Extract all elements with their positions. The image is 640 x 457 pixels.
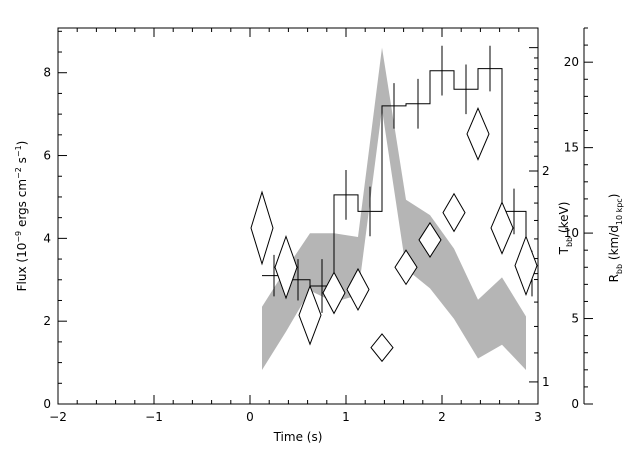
radius-diamond	[466, 107, 490, 161]
radius-diamond	[490, 201, 514, 255]
x-tick-label: 2	[438, 410, 446, 424]
x-tick-label: 0	[246, 410, 254, 424]
radius-diamond	[442, 192, 466, 233]
radius-tick-label: 20	[564, 55, 579, 69]
kt-tick-label: 1	[542, 375, 550, 389]
flux-tick-label: 8	[43, 66, 51, 80]
radius-tick-label: 5	[571, 312, 579, 326]
kt-axis-label: Tbb (keV)	[557, 202, 574, 256]
radius-diamond	[322, 271, 346, 315]
radius-diamond	[298, 284, 322, 346]
kt-tick-label: 2	[542, 164, 550, 178]
x-tick-label: 1	[342, 410, 350, 424]
x-tick-label: 3	[534, 410, 542, 424]
radius-tick-label: 10	[564, 226, 579, 240]
radius-diamond	[346, 267, 370, 312]
radius-axis-label: Rbb (km/d10 kpc)	[607, 194, 624, 283]
radius-diamond	[370, 333, 394, 363]
radius-diamond	[274, 235, 298, 300]
radius-tick-label: 0	[571, 397, 579, 411]
radius-tick-label: 15	[564, 141, 579, 155]
flux-axis-ticks: 0 2 4 6 8	[43, 30, 67, 411]
flux-tick-label: 6	[43, 149, 51, 163]
radius-diamond	[394, 249, 418, 286]
x-tick-label: −1	[145, 410, 163, 424]
x-axis-ticks: −2 −1 0 1 2 3	[49, 28, 542, 424]
flux-tick-label: 0	[43, 397, 51, 411]
x-tick-label: −2	[49, 410, 67, 424]
flux-axis-label: Flux (10−9 ergs cm−2 s−1)	[14, 141, 29, 292]
radius-diamond	[418, 221, 442, 258]
flux-tick-label: 4	[43, 231, 51, 245]
radius-diamond	[514, 235, 538, 297]
flux-tick-label: 2	[43, 314, 51, 328]
x-axis-label: Time (s)	[273, 430, 323, 444]
kt-axis-ticks: 12	[529, 47, 550, 389]
plot-frame	[57, 27, 539, 405]
radius-diamond	[250, 190, 274, 266]
radius-axis-ticks: 0 5 10 15 20	[564, 27, 593, 411]
radius-diamond-layer	[250, 107, 538, 363]
